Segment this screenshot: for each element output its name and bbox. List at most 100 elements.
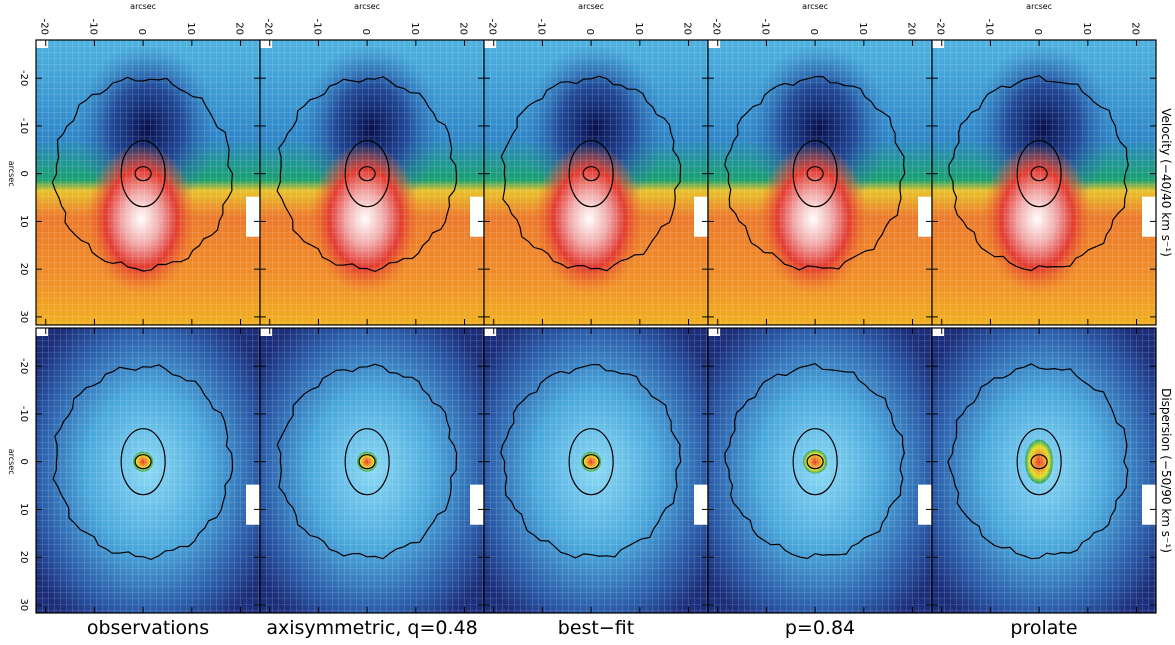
y-tick-label: -10	[18, 406, 29, 422]
x-tick-label: -10	[983, 19, 994, 35]
panel	[259, 327, 485, 614]
map	[484, 328, 708, 613]
edge-gap	[484, 40, 496, 48]
core-contour	[358, 166, 376, 182]
panel	[931, 39, 1157, 326]
core-contour	[806, 166, 824, 182]
map	[708, 40, 932, 325]
x-tick-label: 10	[1081, 22, 1092, 35]
x-axis-label: arcsec	[354, 2, 380, 11]
core-contour	[134, 166, 152, 182]
outer-contour	[948, 75, 1129, 272]
outer-contour	[947, 363, 1129, 560]
inner-contour	[568, 140, 614, 208]
column-label: axisymmetric, q=0.48	[266, 617, 477, 639]
panel	[35, 39, 261, 326]
y-tick-label: -20	[18, 70, 29, 86]
y-tick-label: 20	[18, 263, 29, 276]
edge-gap	[260, 328, 272, 336]
core-contour	[1030, 166, 1048, 182]
y-tick-label: 10	[18, 503, 29, 516]
row-label: Dispersion (−50/90 km s⁻¹)	[1159, 388, 1173, 553]
edge-gap	[694, 196, 708, 237]
inner-contour	[120, 140, 166, 208]
tiles	[484, 328, 708, 613]
edge-gap	[470, 484, 484, 525]
y-tick-label: 10	[18, 215, 29, 228]
core-contour	[1030, 454, 1048, 470]
outer-contour	[51, 76, 234, 272]
panel	[483, 39, 709, 326]
inner-contour	[120, 428, 166, 496]
x-tick-label: -20	[39, 19, 50, 35]
tiles	[932, 328, 1156, 613]
column-label: p=0.84	[785, 617, 855, 639]
panel	[931, 327, 1157, 614]
edge-gap	[694, 484, 708, 525]
outer-contour	[500, 363, 682, 559]
x-tick-label: 0	[1032, 29, 1043, 35]
x-tick-label: 0	[136, 29, 147, 35]
x-tick-label: -20	[935, 19, 946, 35]
tiles	[484, 40, 708, 325]
x-tick-label: 10	[185, 22, 196, 35]
x-tick-label: 0	[360, 29, 371, 35]
column-label: prolate	[1010, 617, 1077, 639]
y-tick-label: 30	[18, 599, 29, 612]
tiles	[708, 40, 932, 325]
x-axis-label: arcsec	[1026, 2, 1052, 11]
tiles	[260, 40, 484, 325]
core-contour	[582, 166, 600, 182]
edge-gap	[1142, 484, 1156, 525]
inner-contour	[344, 140, 390, 208]
x-tick-label: 20	[458, 22, 469, 35]
x-tick-label: 0	[584, 29, 595, 35]
outer-contour	[500, 75, 682, 272]
x-tick-label: 10	[633, 22, 644, 35]
edge-gap	[932, 40, 944, 48]
outer-contour	[52, 364, 233, 561]
outer-contour	[276, 363, 458, 560]
x-tick-label: 20	[234, 22, 245, 35]
inner-contour	[344, 428, 390, 496]
map	[260, 40, 484, 325]
edge-gap	[260, 40, 272, 48]
panel	[707, 327, 933, 614]
core-contour	[582, 454, 600, 470]
inner-contour	[1016, 428, 1062, 496]
map	[36, 328, 260, 613]
edge-gap	[918, 196, 932, 237]
inner-contour	[1016, 140, 1062, 208]
x-tick-label: 20	[906, 22, 917, 35]
edge-gap	[36, 328, 48, 336]
x-tick-label: -10	[87, 19, 98, 35]
x-axis-label: arcsec	[802, 2, 828, 11]
x-tick-label: -10	[759, 19, 770, 35]
row-label: Velocity (−40/40 km s⁻¹)	[1159, 108, 1173, 257]
map	[260, 328, 484, 613]
x-tick-label: 0	[808, 29, 819, 35]
tiles	[36, 328, 260, 613]
map	[484, 40, 708, 325]
x-tick-label: -10	[535, 19, 546, 35]
column-label: best−fit	[558, 617, 634, 639]
x-tick-label: 20	[682, 22, 693, 35]
y-axis-label: arcsec	[7, 449, 16, 475]
core-contour	[134, 454, 152, 470]
edge-gap	[932, 328, 944, 336]
inner-contour	[792, 140, 838, 208]
x-tick-label: 10	[857, 22, 868, 35]
edge-gap	[918, 484, 932, 525]
map	[708, 328, 932, 613]
map	[932, 40, 1156, 325]
edge-gap	[484, 328, 496, 336]
core-contour	[358, 454, 376, 470]
panel	[483, 327, 709, 614]
x-tick-label: -20	[263, 19, 274, 35]
x-tick-label: -10	[311, 19, 322, 35]
x-axis-label: arcsec	[578, 2, 604, 11]
y-tick-label: -20	[18, 358, 29, 374]
edge-gap	[470, 196, 484, 237]
panel-frame	[931, 327, 1157, 614]
